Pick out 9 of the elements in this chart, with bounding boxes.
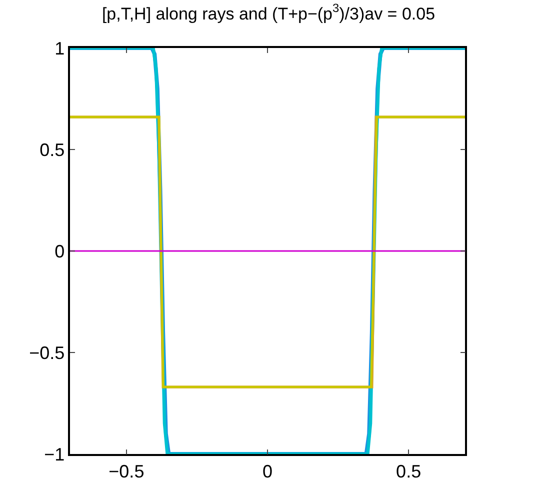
y-tick-label: 0 <box>54 241 65 262</box>
x-tick-label: 0.5 <box>396 461 422 482</box>
x-tick-label: 0 <box>262 461 273 482</box>
y-tick-label: −0.5 <box>29 342 65 363</box>
y-tick-label: 0.5 <box>40 140 65 160</box>
y-tick-label: −1 <box>44 444 65 464</box>
y-tick-label: 1 <box>54 38 65 58</box>
chart-title: [p,T,H] along rays and (T+p−(p$^{3}$)/3)av = 0.05 <box>102 1 436 24</box>
x-tick-label: −0.5 <box>108 461 144 482</box>
